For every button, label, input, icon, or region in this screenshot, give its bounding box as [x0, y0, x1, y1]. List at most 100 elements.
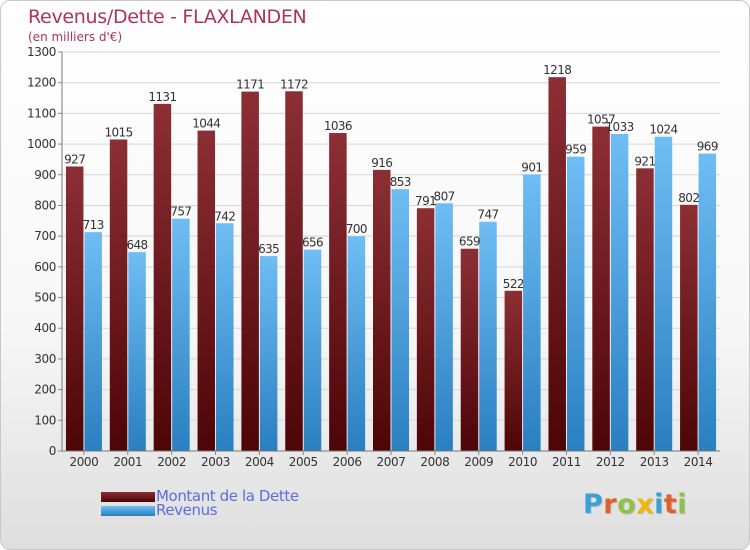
- bar-debt: [680, 204, 698, 451]
- data-label: 1218: [543, 63, 571, 77]
- legend-label-revenue: Revenus: [156, 501, 218, 519]
- bar-revenue: [303, 249, 322, 451]
- data-label: 1036: [324, 119, 352, 133]
- bar-revenue: [610, 133, 629, 451]
- y-tick-label: 1100: [27, 106, 56, 120]
- x-tick-label: 2006: [333, 455, 362, 469]
- data-label: 1033: [606, 120, 634, 134]
- data-label: 757: [170, 205, 191, 219]
- x-tick-label: 2003: [201, 455, 230, 469]
- data-label: 656: [302, 236, 323, 250]
- y-tick-label: 1300: [27, 45, 56, 59]
- data-labels: 927 713 1015 648 1131 757 1044 742 1171 635 1172 65…: [64, 63, 718, 291]
- data-label: 916: [371, 156, 392, 170]
- bar-debt: [65, 166, 84, 452]
- data-label: 791: [415, 194, 436, 208]
- bar-revenue: [566, 156, 585, 451]
- bar-revenue: [172, 218, 190, 451]
- bar-revenue: [259, 256, 278, 451]
- legend-label-debt: Montant de la Dette: [156, 487, 299, 505]
- data-label: 807: [434, 189, 455, 203]
- bar-revenue: [435, 203, 453, 451]
- data-label: 700: [346, 222, 367, 236]
- y-tick-label: 600: [34, 260, 56, 274]
- y-tick-label: 700: [34, 229, 56, 243]
- data-label: 522: [503, 277, 524, 291]
- bar-debt: [592, 126, 610, 451]
- y-tick-label: 800: [34, 198, 56, 212]
- dark-red-bar-swatch-icon: [101, 492, 155, 502]
- bar-debt: [373, 169, 391, 451]
- x-tick-label: 2010: [508, 455, 537, 469]
- y-tick-label: 300: [34, 352, 56, 366]
- bar-debt: [636, 168, 654, 451]
- data-label: 1057: [587, 113, 615, 127]
- data-label: 1044: [192, 117, 220, 131]
- blue-bar-swatch-icon: [101, 506, 155, 516]
- x-tick-label: 2014: [684, 455, 713, 469]
- y-tick-label: 1000: [27, 137, 56, 151]
- data-label: 713: [83, 218, 104, 232]
- x-tick-label: 2004: [245, 455, 274, 469]
- data-label: 1015: [104, 125, 132, 139]
- bar-revenue: [391, 189, 409, 451]
- data-label: 659: [459, 235, 480, 249]
- x-tick-label: 2009: [464, 455, 493, 469]
- data-label: 648: [126, 238, 147, 252]
- y-tick-label: 0: [49, 444, 56, 458]
- gridlines: [58, 51, 720, 452]
- x-tick-label: 2013: [640, 455, 669, 469]
- x-tick-label: 2000: [69, 455, 98, 469]
- y-tick-label: 500: [34, 291, 56, 305]
- x-tick-label: 2012: [596, 455, 625, 469]
- y-tick-label: 100: [34, 413, 56, 427]
- data-label: 927: [64, 152, 85, 166]
- y-tick-label: 200: [34, 383, 56, 397]
- bar-debt: [504, 290, 523, 451]
- proxiti-logo-icon: Proxiti: [583, 489, 688, 520]
- y-axis-ticks: 0 100 200 300 400 500 600 700 800 900 1000 1100 1200…: [27, 45, 56, 458]
- data-label: 747: [477, 208, 498, 222]
- data-label: 1172: [280, 77, 308, 91]
- bar-debt: [153, 103, 172, 452]
- chart-title: Revenus/Dette - FLAXLANDEN: [28, 6, 307, 28]
- bar-debt: [197, 130, 216, 451]
- data-label: 802: [678, 191, 699, 205]
- bar-revenue: [523, 174, 541, 451]
- x-axis-ticks: 2000 2001 2002 2003 2004 2005 2006 2007 2008 2009…: [69, 451, 713, 469]
- data-label: 635: [258, 242, 279, 256]
- x-tick-label: 2005: [289, 455, 318, 469]
- bar-revenue: [216, 223, 234, 451]
- data-label: 1131: [148, 90, 176, 104]
- x-tick-label: 2001: [113, 455, 142, 469]
- bar-debt: [416, 208, 435, 451]
- data-label: 959: [565, 143, 586, 157]
- bar-debt: [329, 133, 347, 451]
- x-tick-label: 2002: [157, 455, 186, 469]
- data-label: 969: [697, 140, 718, 154]
- data-label: 742: [214, 209, 235, 223]
- bar-debt: [285, 91, 303, 451]
- y-tick-label: 900: [34, 168, 56, 182]
- data-label: 1171: [236, 78, 264, 92]
- bar-revenue: [654, 136, 673, 452]
- bar-revenue: [128, 252, 146, 451]
- y-tick-label: 400: [34, 321, 56, 335]
- data-label: 901: [521, 160, 542, 174]
- bar-revenue: [479, 221, 497, 451]
- bar-debt: [460, 248, 479, 451]
- bar-revenue: [84, 232, 102, 451]
- bar-revenue: [698, 153, 717, 451]
- chart-subtitle: (en milliers d'€): [28, 30, 123, 44]
- x-tick-label: 2007: [377, 455, 406, 469]
- x-tick-label: 2011: [552, 455, 581, 469]
- bar-debt: [241, 91, 259, 451]
- data-label: 853: [390, 175, 411, 189]
- data-label: 1024: [649, 123, 677, 137]
- bar-revenue: [347, 236, 366, 451]
- y-tick-label: 1200: [27, 76, 56, 90]
- x-tick-label: 2008: [420, 455, 449, 469]
- bar-debt: [109, 139, 128, 451]
